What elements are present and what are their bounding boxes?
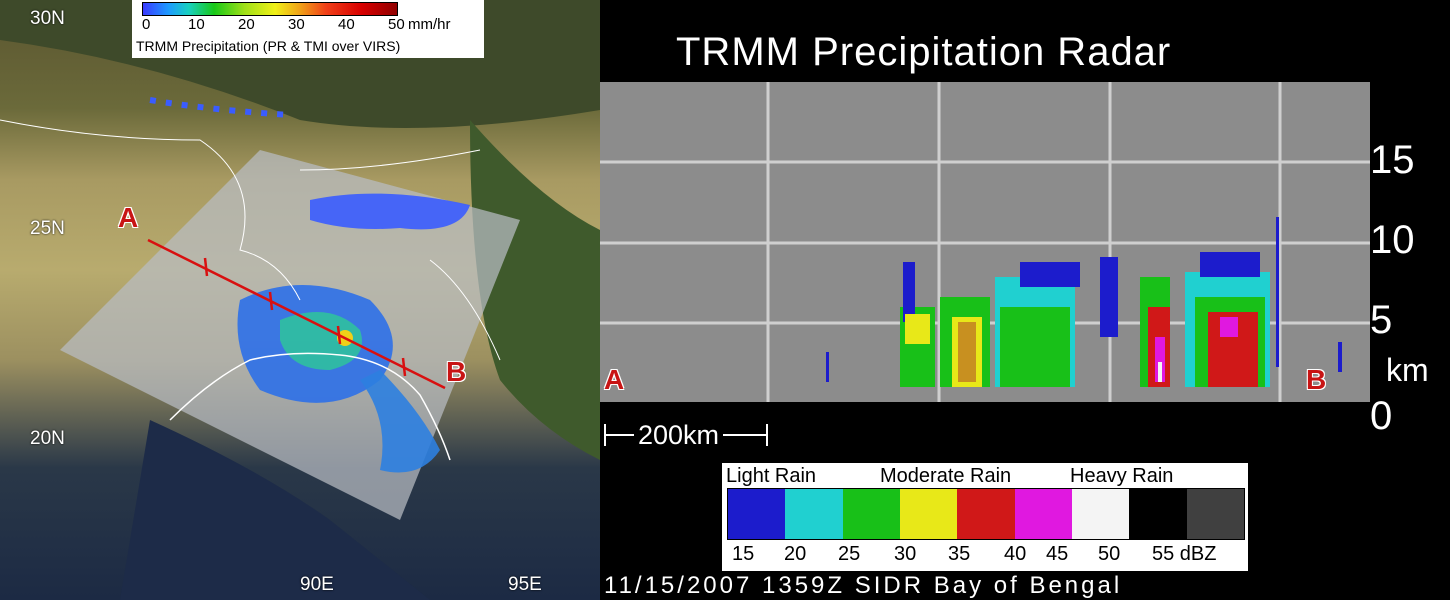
coastline xyxy=(169,352,451,461)
map-point-b: B xyxy=(446,356,467,387)
legend-swatch xyxy=(1014,489,1072,539)
lat-label-30n: 30N xyxy=(30,8,65,29)
scale-bar-label: 200km xyxy=(634,420,724,451)
legend-swatch xyxy=(842,489,900,539)
legend-tick: 40 xyxy=(1004,543,1027,565)
colorbar-tick: 10 xyxy=(188,16,205,33)
legend-tick: 30 xyxy=(894,543,917,565)
reflectivity-legend: Light Rain Moderate Rain Heavy Rain 15 2… xyxy=(722,463,1248,571)
colorbar-unit: mm/hr xyxy=(408,16,451,33)
legend-header-light: Light Rain xyxy=(726,465,817,487)
cross-section-line xyxy=(147,238,446,390)
legend-header-moderate: Moderate Rain xyxy=(880,465,1012,487)
bay-of-bengal xyxy=(120,420,430,600)
footer-caption: 11/15/2007 1359Z SIDR Bay of Bengal xyxy=(604,572,1123,599)
y-axis-unit: km xyxy=(1386,352,1429,388)
legend-tick: 45 xyxy=(1046,543,1069,565)
legend-swatch xyxy=(899,489,958,539)
legend-swatch xyxy=(728,489,786,539)
legend-header-heavy: Heavy Rain xyxy=(1070,465,1174,487)
y-tick-10: 10 xyxy=(1370,218,1415,262)
lat-label-25n: 25N xyxy=(30,218,65,239)
legend-tick: 55 dBZ xyxy=(1152,543,1217,565)
lon-label-95e: 95E xyxy=(508,574,542,595)
rain-north-band xyxy=(310,193,470,230)
legend-tick: 25 xyxy=(838,543,861,565)
radar-point-b: B xyxy=(1306,364,1327,395)
colorbar-tick: 0 xyxy=(142,16,151,33)
radar-point-a: A xyxy=(604,364,625,395)
rain-himalaya-dots xyxy=(149,97,291,118)
reflectivity-echoes xyxy=(826,217,1342,387)
precipitation-colorbar: 0 10 20 30 40 50 mm/hr TRMM Precipitatio… xyxy=(132,0,484,58)
legend-tick: 15 xyxy=(732,543,755,565)
radar-graphics xyxy=(600,82,1370,402)
y-tick-0: 0 xyxy=(1370,394,1393,438)
map-point-a: A xyxy=(118,202,139,233)
legend-swatch xyxy=(1129,489,1187,539)
legend-swatch xyxy=(785,489,843,539)
legend-swatch xyxy=(1071,489,1130,539)
lat-label-20n: 20N xyxy=(30,428,65,449)
colorbar-caption: TRMM Precipitation (PR & TMI over VIRS) xyxy=(136,38,401,54)
lon-label-90e: 90E xyxy=(300,574,334,595)
legend-swatches xyxy=(727,488,1245,540)
legend-tick: 35 xyxy=(948,543,971,565)
radar-cross-section: A B xyxy=(600,82,1370,402)
border-lines xyxy=(0,119,501,361)
legend-tick: 20 xyxy=(784,543,807,565)
precipitation-map: 30N 25N 20N 90E 95E A B xyxy=(0,0,600,600)
legend-tick: 50 xyxy=(1098,543,1121,565)
colorbar-gradient xyxy=(142,2,398,16)
legend-swatch xyxy=(1186,489,1244,539)
map-graphics xyxy=(0,0,600,600)
colorbar-tick: 30 xyxy=(288,16,305,33)
rain-spiral-band xyxy=(360,370,440,473)
ne-hills-terrain xyxy=(470,120,600,460)
legend-swatch xyxy=(957,489,1015,539)
colorbar-tick: 50 xyxy=(388,16,405,33)
y-tick-15: 15 xyxy=(1370,138,1415,182)
colorbar-tick: 20 xyxy=(238,16,255,33)
y-tick-5: 5 xyxy=(1370,298,1393,342)
colorbar-tick: 40 xyxy=(338,16,355,33)
scale-bar: 200km xyxy=(600,420,780,451)
radar-title: TRMM Precipitation Radar xyxy=(676,30,1172,74)
